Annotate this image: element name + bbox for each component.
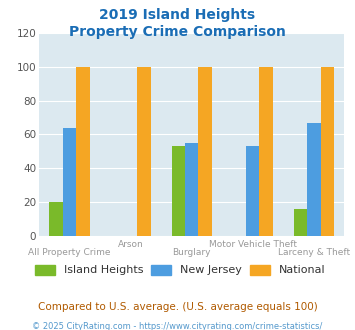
Bar <box>49 202 63 236</box>
Text: 2019 Island Heights: 2019 Island Heights <box>99 8 256 22</box>
Bar <box>76 67 90 236</box>
Text: Larceny & Theft: Larceny & Theft <box>278 248 350 257</box>
Text: Burglary: Burglary <box>173 248 211 257</box>
Bar <box>307 123 321 236</box>
Bar <box>260 67 273 236</box>
Bar <box>198 67 212 236</box>
Bar <box>137 67 151 236</box>
Text: Arson: Arson <box>118 240 143 249</box>
Bar <box>246 146 260 236</box>
Text: © 2025 CityRating.com - https://www.cityrating.com/crime-statistics/: © 2025 CityRating.com - https://www.city… <box>32 322 323 330</box>
Bar <box>171 146 185 236</box>
Bar <box>294 209 307 236</box>
Bar <box>63 128 76 236</box>
Text: Motor Vehicle Theft: Motor Vehicle Theft <box>209 240 297 249</box>
Text: All Property Crime: All Property Crime <box>28 248 111 257</box>
Bar <box>185 143 198 236</box>
Bar <box>321 67 334 236</box>
Text: Property Crime Comparison: Property Crime Comparison <box>69 25 286 39</box>
Legend: Island Heights, New Jersey, National: Island Heights, New Jersey, National <box>31 260 329 280</box>
Text: Compared to U.S. average. (U.S. average equals 100): Compared to U.S. average. (U.S. average … <box>38 302 317 312</box>
